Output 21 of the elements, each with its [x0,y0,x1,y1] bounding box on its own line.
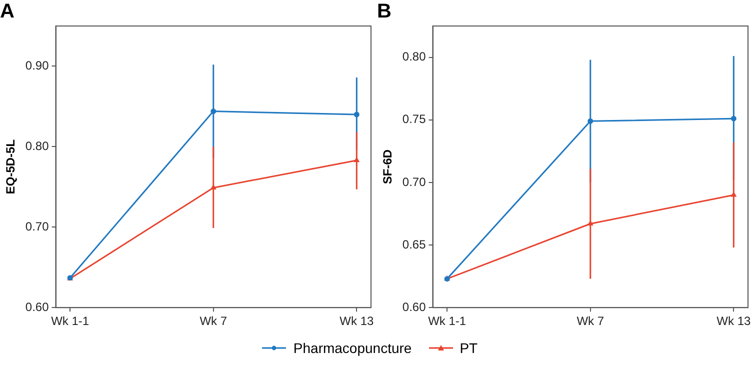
y-tick-label: 0.75 [402,112,426,126]
y-tick-label: 0.90 [25,58,50,73]
x-tick-label: Wk 7 [576,314,604,328]
chart-title: B [377,0,392,23]
x-tick-label: Wk 13 [340,314,374,328]
y-tick-label: 0.70 [25,219,50,234]
x-tick-label: Wk 1-1 [51,314,90,328]
x-tick-label: Wk 13 [716,314,751,328]
y-axis-title: SF-6D [380,149,395,184]
chart-title: A [0,0,14,23]
y-tick-label: 0.60 [25,300,50,314]
y-tick-label: 0.80 [25,139,50,153]
y-tick-label: 0.65 [402,237,426,252]
legend-label: Pharmacopuncture [293,340,412,356]
y-tick-label: 0.70 [402,174,426,189]
x-tick-label: Wk 7 [200,314,228,328]
y-axis-title: EQ-5D-5L [4,139,18,194]
y-tick-label: 0.60 [402,300,426,314]
y-tick-label: 0.80 [402,50,426,64]
x-tick-label: Wk 1-1 [428,314,466,328]
legend-label: PT [460,340,478,356]
